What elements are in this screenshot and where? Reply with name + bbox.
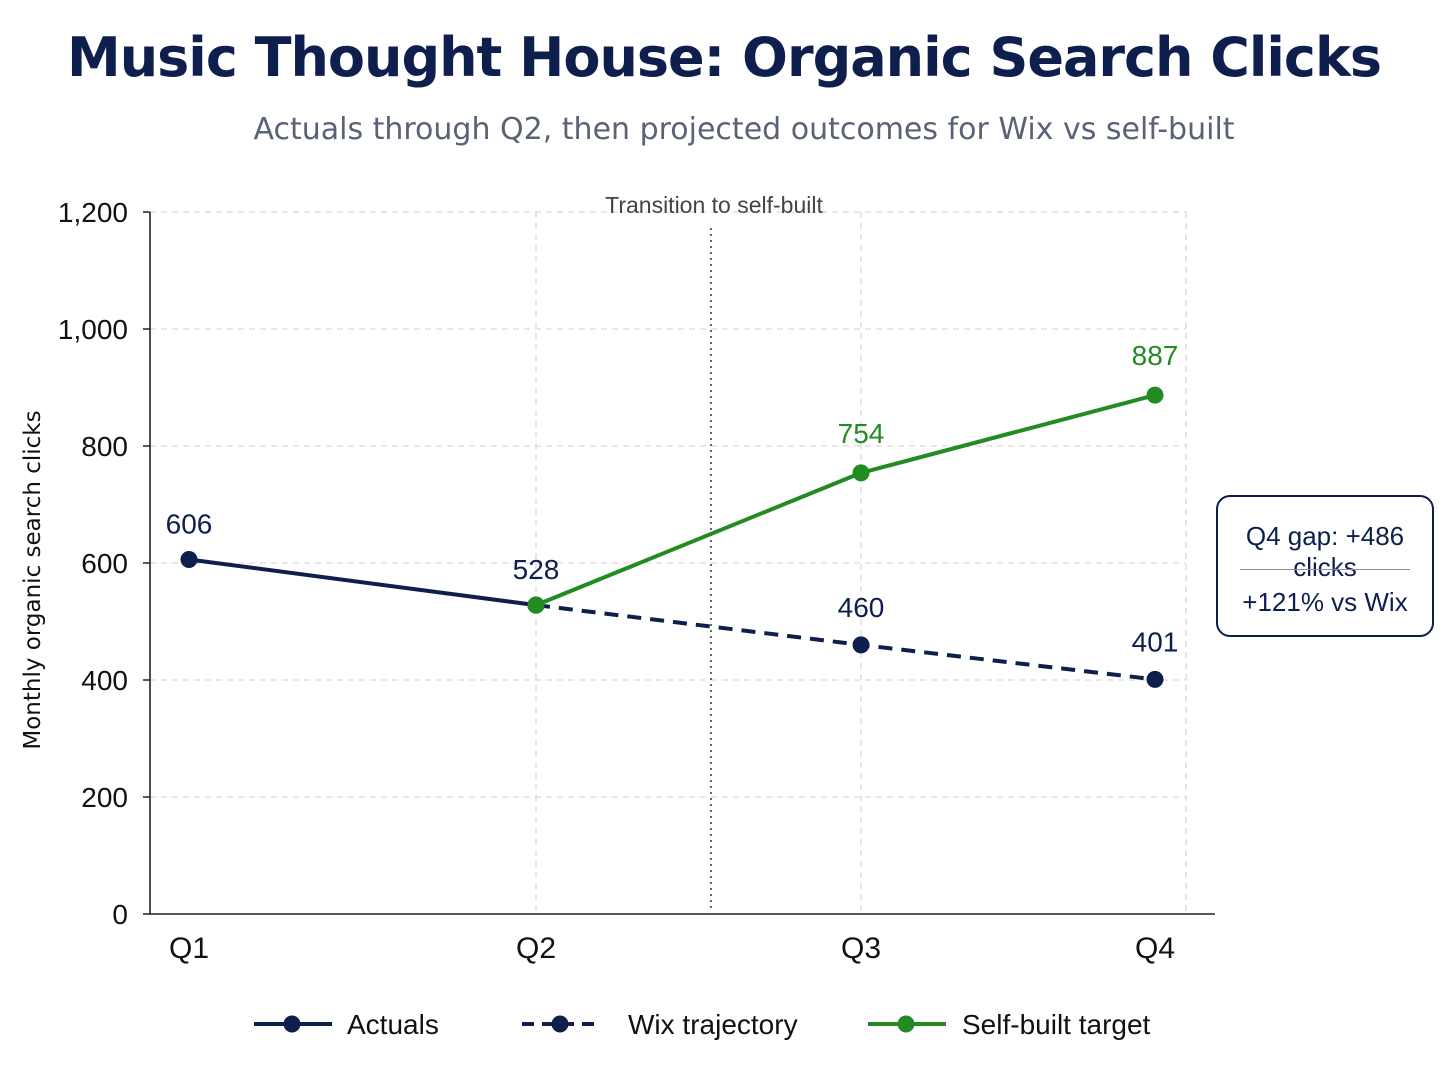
x-tick-label: Q3 [841, 932, 881, 965]
legend-label-self-built-target: Self-built target [962, 1009, 1151, 1040]
legend-marker-self-built-target [897, 1015, 915, 1033]
chart-subtitle: Actuals through Q2, then projected outco… [253, 112, 1235, 147]
self-built-target-point [852, 464, 870, 482]
wix-trajectory-point [852, 636, 870, 654]
chart-title: Music Thought House: Organic Search Clic… [66, 26, 1382, 89]
callout-gap-text: Q4 gap: +486 clicks [1245, 521, 1405, 582]
actuals-data-label: 606 [166, 508, 213, 539]
wix-trajectory-data-label: 460 [838, 592, 885, 623]
actuals-line [188, 557, 537, 608]
y-tick-label: 0 [112, 899, 128, 930]
legend-label-wix-trajectory: Wix trajectory [628, 1009, 798, 1040]
x-tick-label: Q4 [1135, 932, 1175, 965]
self-built-target-point [1146, 386, 1164, 404]
y-tick-label: 200 [81, 782, 128, 813]
wix-trajectory-data-label: 401 [1132, 626, 1179, 657]
actuals-point [180, 550, 198, 568]
actuals-data-label: 528 [513, 554, 560, 585]
x-tick-label: Q1 [169, 932, 209, 965]
x-tick-label: Q2 [516, 932, 556, 965]
legend-label-actuals: Actuals [347, 1009, 439, 1040]
legend-marker-actuals [283, 1015, 301, 1033]
y-tick-label: 1,000 [58, 314, 128, 345]
self-built-target-data-label: 887 [1132, 340, 1179, 371]
legend-marker-wix-trajectory [551, 1015, 569, 1033]
y-tick-label: 1,200 [58, 197, 128, 228]
y-tick-label: 400 [81, 665, 128, 696]
callout-divider [1240, 569, 1410, 570]
callout-percent-text: +121% vs Wix [1242, 587, 1408, 617]
self-built-target-point [527, 596, 545, 614]
self-built-target-data-label: 754 [838, 418, 885, 449]
wix-trajectory-point [1146, 670, 1164, 688]
y-tick-label: 600 [81, 548, 128, 579]
transition-label: Transition to self-built [605, 192, 823, 218]
y-tick-label: 800 [81, 431, 128, 462]
q4-gap-callout: Q4 gap: +486 clicks +121% vs Wix [1216, 495, 1434, 637]
